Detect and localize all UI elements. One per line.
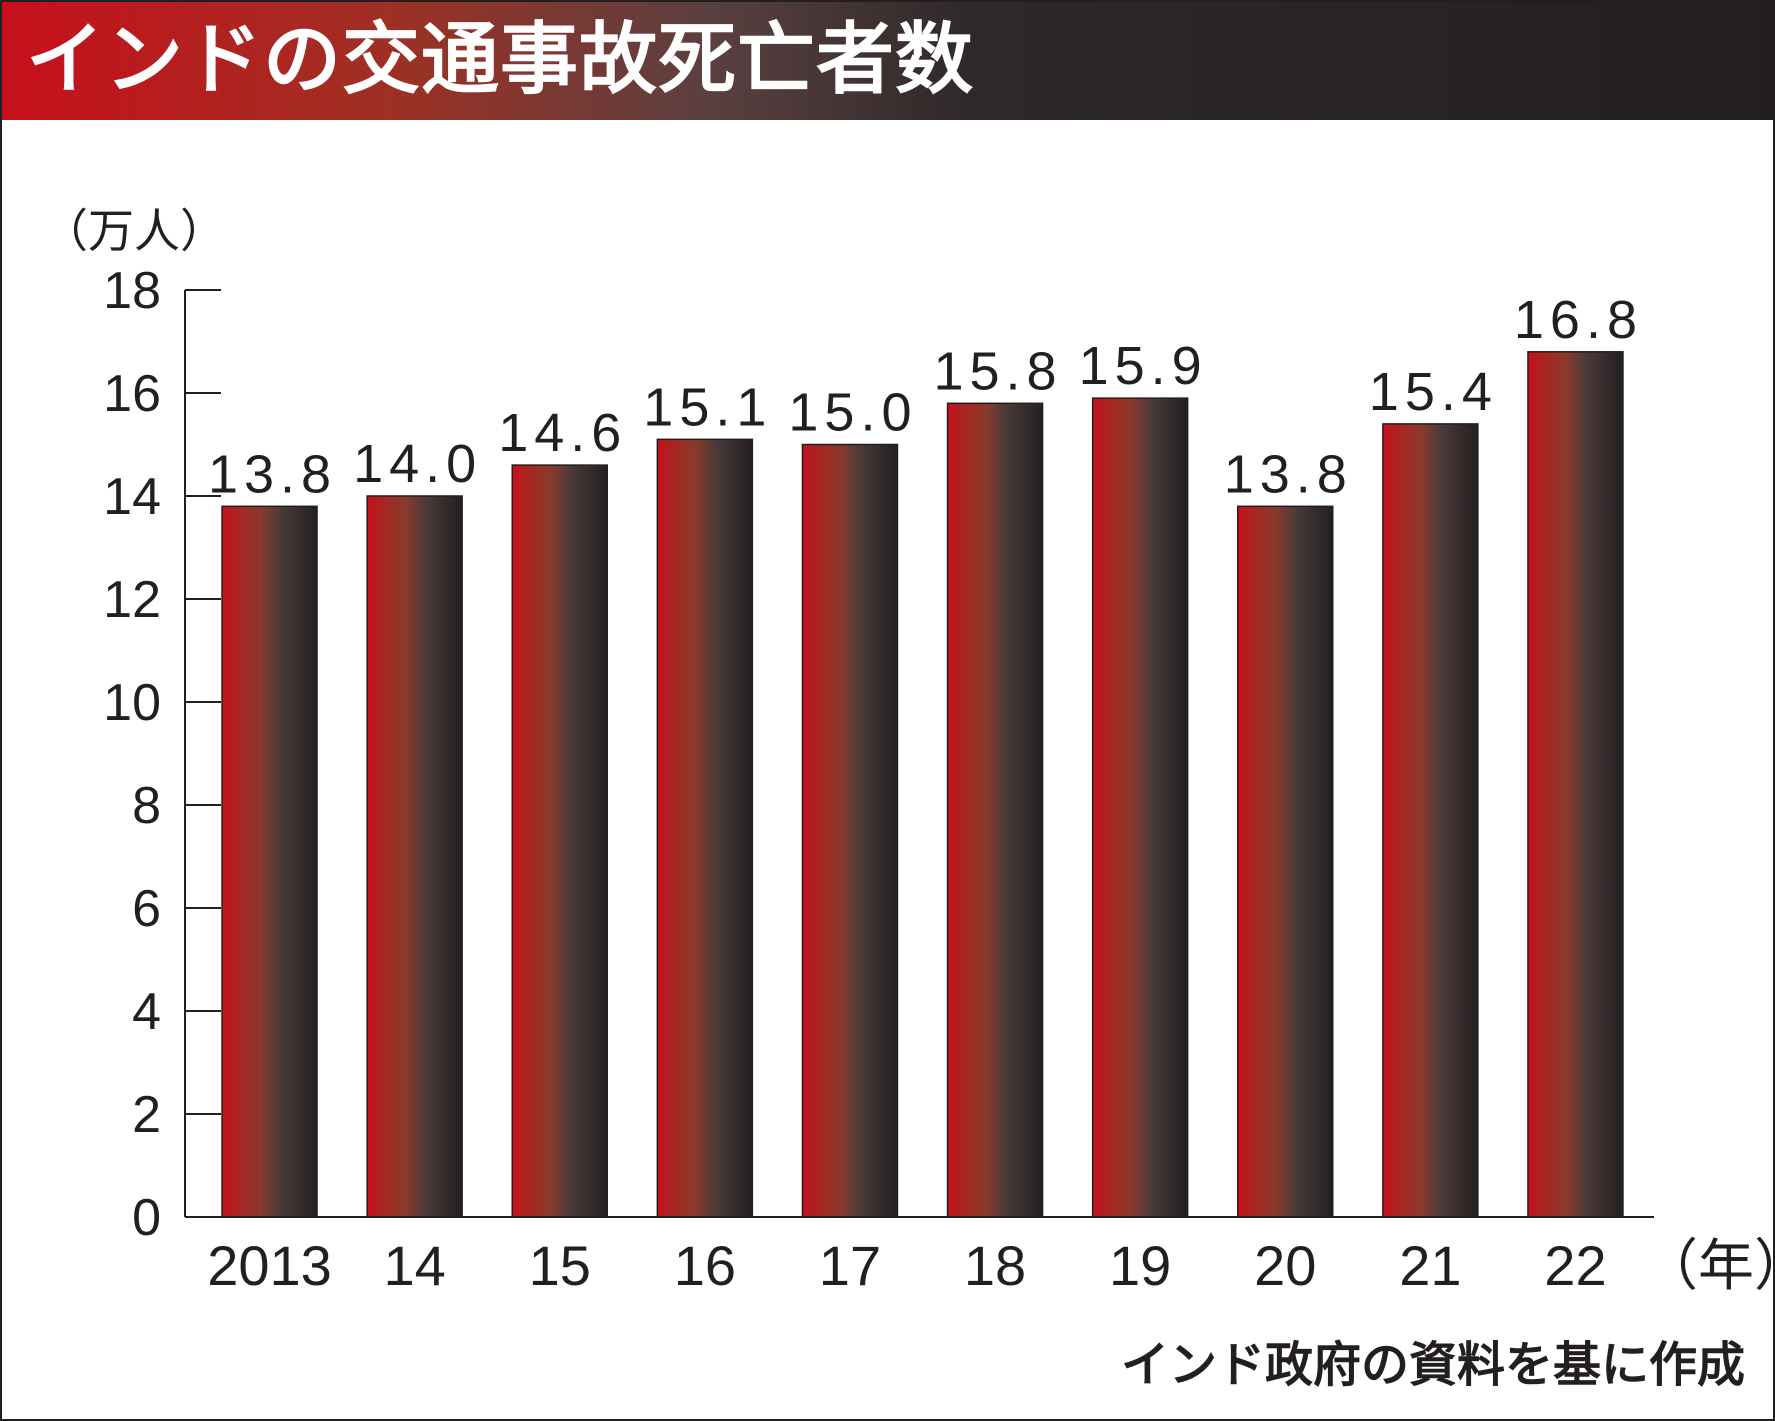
title-bar: インドの交通事故死亡者数 bbox=[2, 2, 1773, 120]
value-label-2013: 13.8 bbox=[208, 444, 337, 504]
x-tick-label-22: 22 bbox=[1544, 1234, 1606, 1297]
y-tick-label: 14 bbox=[103, 468, 161, 526]
value-label-14: 14.0 bbox=[353, 434, 482, 494]
bar-14 bbox=[366, 495, 463, 1218]
y-tick-label: 4 bbox=[132, 983, 161, 1041]
y-tick-label: 0 bbox=[132, 1189, 161, 1247]
y-tick-label: 2 bbox=[132, 1086, 161, 1144]
y-axis-unit-label: （万人） bbox=[42, 205, 226, 257]
y-tick-label: 16 bbox=[103, 365, 161, 423]
y-tick-label: 18 bbox=[103, 262, 161, 320]
bar-19 bbox=[1091, 397, 1189, 1218]
bar-20 bbox=[1237, 505, 1334, 1218]
value-label-22: 16.8 bbox=[1514, 290, 1643, 350]
y-tick-label: 10 bbox=[103, 674, 161, 732]
value-label-19: 15.9 bbox=[1079, 336, 1208, 396]
x-axis-unit-label: （年） bbox=[1642, 1234, 1773, 1297]
x-tick-label-20: 20 bbox=[1254, 1234, 1316, 1297]
x-tick-label-2013: 2013 bbox=[207, 1234, 332, 1297]
x-axis: 2013 14 15 16 17 18 19 20 21 22 bbox=[207, 1234, 1606, 1297]
x-tick-label-18: 18 bbox=[964, 1234, 1026, 1297]
value-labels: 13.8 14.0 14.6 15.1 15.0 15.8 15.9 13.8 15.4 16.8 bbox=[208, 290, 1643, 505]
x-tick-label-15: 15 bbox=[529, 1234, 591, 1297]
y-tick-label: 6 bbox=[132, 880, 161, 938]
x-tick-label-14: 14 bbox=[384, 1234, 446, 1297]
value-label-17: 15.0 bbox=[788, 383, 917, 443]
bar-16 bbox=[656, 438, 754, 1218]
value-label-20: 13.8 bbox=[1224, 444, 1353, 504]
value-label-18: 15.8 bbox=[933, 341, 1062, 401]
bar-18 bbox=[946, 402, 1044, 1218]
bar-15 bbox=[511, 464, 608, 1218]
x-tick-label-17: 17 bbox=[819, 1234, 881, 1297]
chart-title: インドの交通事故死亡者数 bbox=[26, 15, 975, 105]
value-label-15: 14.6 bbox=[498, 403, 627, 463]
bar-22 bbox=[1527, 351, 1624, 1218]
x-tick-label-21: 21 bbox=[1399, 1234, 1461, 1297]
y-tick-label: 8 bbox=[132, 777, 161, 835]
x-tick-label-19: 19 bbox=[1109, 1234, 1171, 1297]
value-label-16: 15.1 bbox=[643, 377, 772, 437]
source-note: インド政府の資料を基に作成 bbox=[1120, 1337, 1745, 1393]
value-label-21: 15.4 bbox=[1369, 362, 1498, 422]
x-tick-label-16: 16 bbox=[674, 1234, 736, 1297]
bar-2013 bbox=[221, 505, 318, 1218]
y-axis: 0 2 4 6 8 10 12 14 16 18 bbox=[103, 262, 221, 1247]
bars bbox=[221, 351, 1624, 1218]
bar-17 bbox=[801, 443, 899, 1218]
y-tick-label: 12 bbox=[103, 571, 161, 629]
bar-21 bbox=[1382, 423, 1479, 1218]
